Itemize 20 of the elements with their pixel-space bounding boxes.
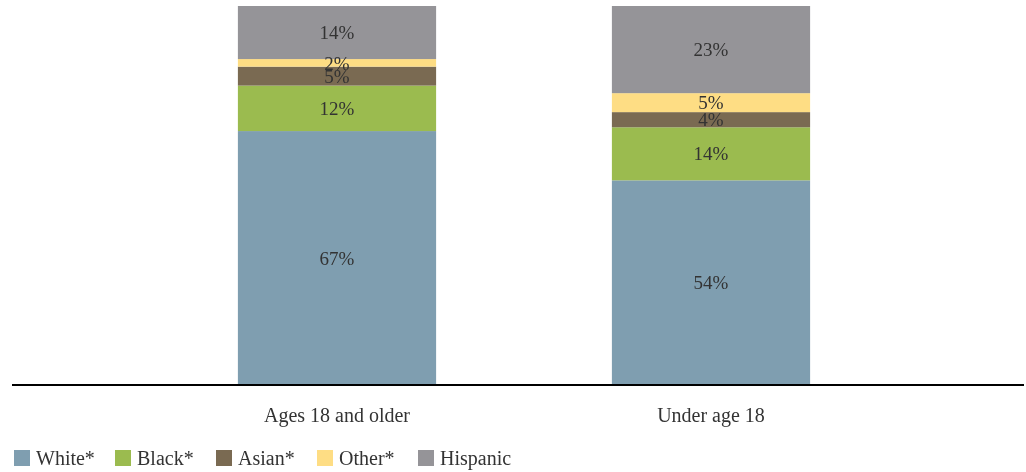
bar [237, 131, 437, 385]
data-label: 54% [693, 272, 729, 294]
legend-label: Other* [339, 447, 395, 469]
data-label: 67% [319, 247, 355, 269]
bar [611, 127, 811, 181]
x-tick-label: Ages 18 and older [263, 404, 411, 427]
legend-label: Black* [137, 447, 194, 469]
bar [611, 180, 811, 385]
data-label: 14% [319, 22, 355, 44]
legend-label: White* [36, 447, 95, 469]
bar [611, 112, 811, 128]
x-tick-label: Under age 18 [657, 404, 765, 427]
data-label: 23% [693, 39, 729, 61]
data-label: 14% [693, 143, 729, 165]
legend-label: Hispanic [440, 447, 512, 470]
data-label: 12% [319, 97, 355, 119]
bar [237, 85, 437, 132]
legend-label: Asian* [238, 447, 295, 469]
bar [611, 6, 811, 94]
bar [611, 93, 811, 113]
